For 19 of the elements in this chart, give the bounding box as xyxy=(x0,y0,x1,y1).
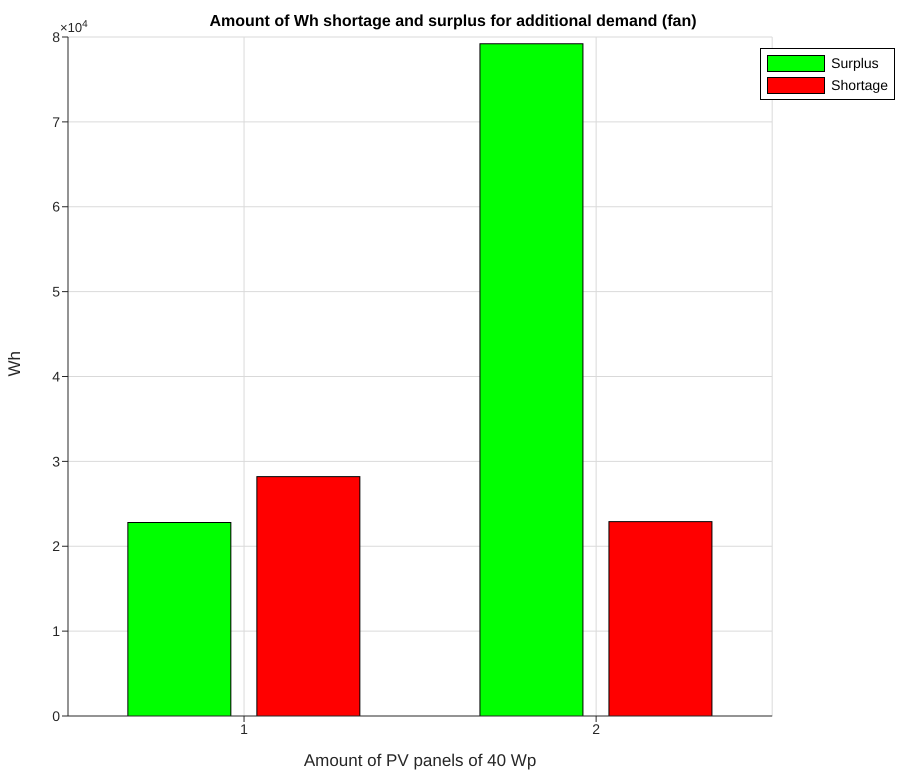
bar xyxy=(256,476,360,716)
y-tick-label: 1 xyxy=(52,623,60,640)
text: ×10$^{4}$ xyxy=(60,18,88,35)
y-tick-label: 0 xyxy=(52,708,60,724)
bar xyxy=(608,521,712,716)
x-axis-title: Amount of PV panels of 40 Wp xyxy=(304,751,536,770)
legend-label: Shortage xyxy=(831,77,888,93)
y-axis-title: Wh xyxy=(5,351,24,376)
legend-label: Surplus xyxy=(831,55,879,71)
y-tick-label: 2 xyxy=(52,538,60,554)
chart-title: Amount of Wh shortage and surplus for additional demand (fan) xyxy=(209,13,697,30)
y-tick-label: 3 xyxy=(52,453,60,470)
y-tick-label: 7 xyxy=(52,114,60,130)
bar xyxy=(479,43,584,716)
bar xyxy=(127,522,232,716)
y-tick-label: 5 xyxy=(52,284,60,300)
y-tick-label: 6 xyxy=(52,198,60,215)
y-tick-label: 8 xyxy=(52,28,60,45)
y-tick-label: 4 xyxy=(52,368,60,384)
